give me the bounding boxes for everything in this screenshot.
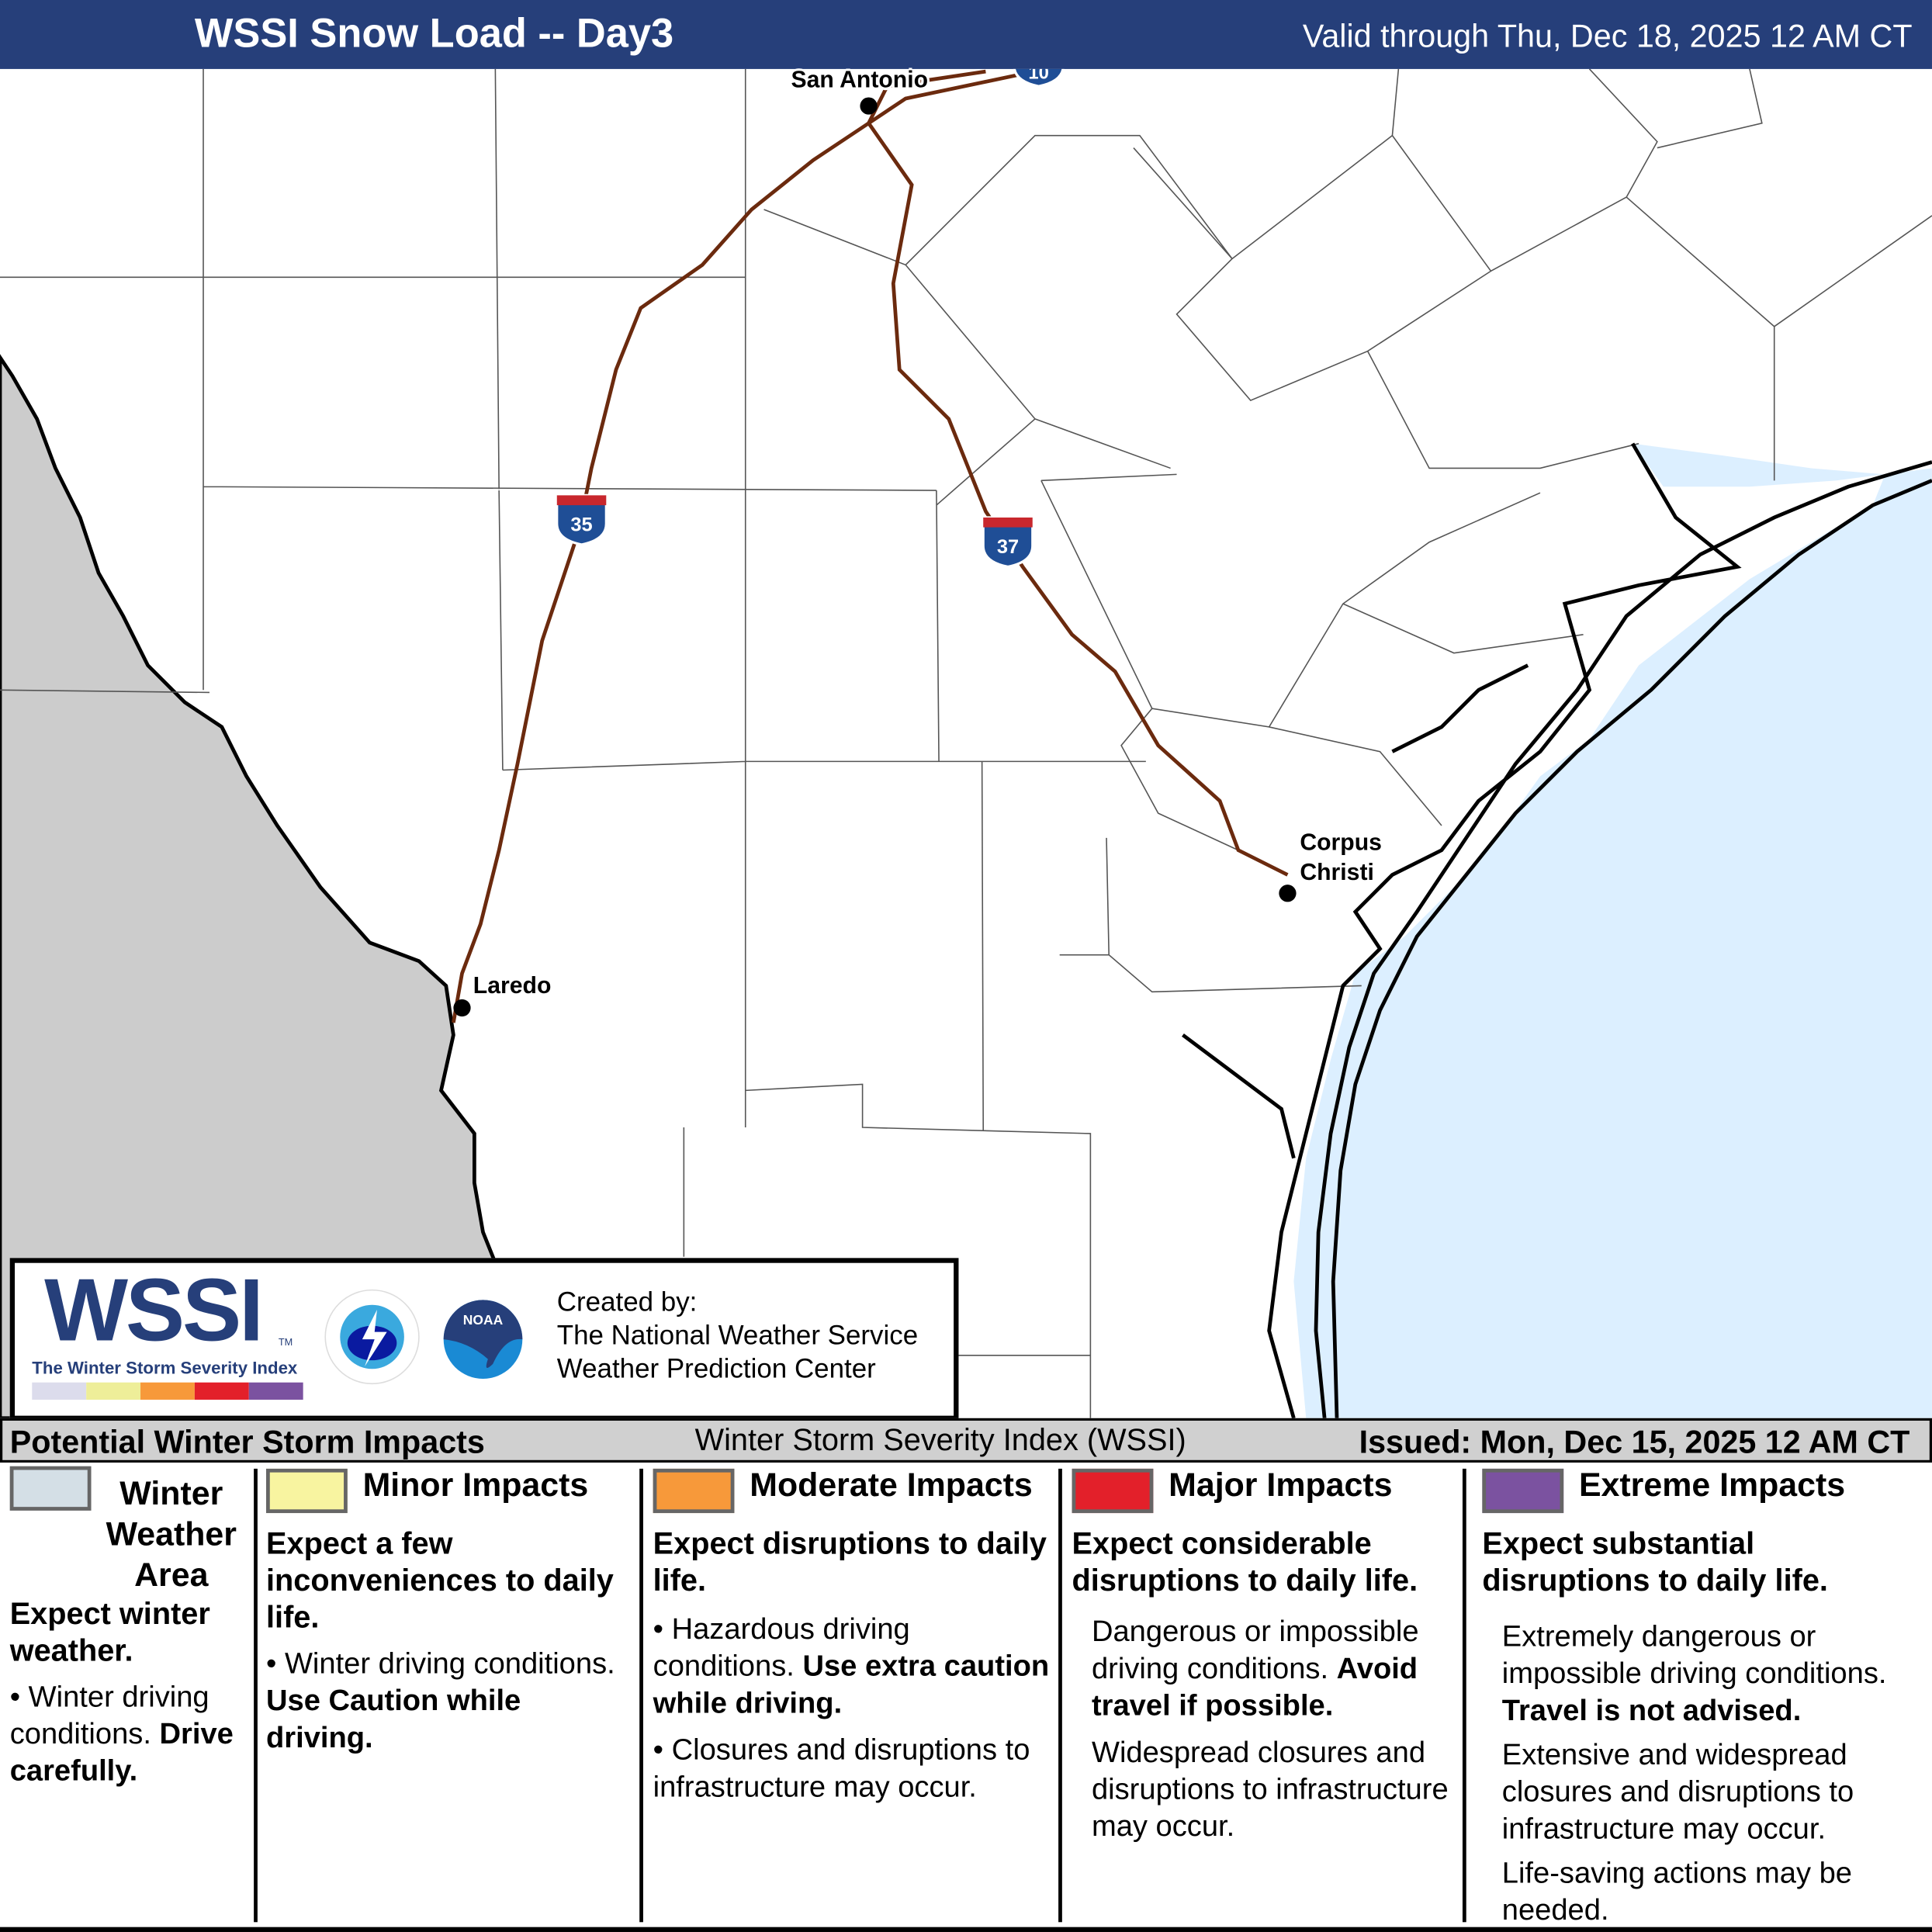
county-lines bbox=[0, 68, 1932, 1418]
org-nws: The National Weather Service bbox=[556, 1319, 919, 1351]
legend-swatch bbox=[1482, 1468, 1564, 1513]
city-dot-laredo bbox=[453, 999, 471, 1017]
legend-item-bold: Use Caution while driving. bbox=[266, 1684, 521, 1754]
legend-expect: Expect a few inconveniences to daily lif… bbox=[266, 1526, 614, 1635]
tm-mark: TM bbox=[278, 1336, 293, 1349]
mexico-region bbox=[0, 354, 497, 1418]
gulf-water bbox=[1333, 480, 1932, 1418]
issued-time: Issued: Mon, Dec 15, 2025 12 AM CT bbox=[1359, 1423, 1910, 1460]
legend-item: Extensive and widespread closures and di… bbox=[1501, 1738, 1854, 1846]
map-title: WSSI Snow Load -- Day3 bbox=[194, 9, 674, 56]
legend-minor: Minor Impacts Expect a few inconvenience… bbox=[266, 1466, 635, 1925]
legend-expect: Expect disruptions to daily life. bbox=[653, 1526, 1047, 1598]
shield-label: 10 bbox=[1028, 69, 1049, 84]
legend-item: Widespread closures and disruptions to i… bbox=[1091, 1736, 1449, 1844]
valid-time: Valid through Thu, Dec 18, 2025 12 AM CT bbox=[1302, 17, 1913, 54]
legend-moderate: Moderate Impacts Expect disruptions to d… bbox=[653, 1466, 1055, 1925]
city-label-san-antonio: San Antonio bbox=[791, 68, 929, 94]
legend-item-bold: Drive carefully. bbox=[9, 1717, 234, 1788]
shield-label: 35 bbox=[570, 514, 592, 535]
legend-expect: Expect substantial disruptions to daily … bbox=[1482, 1526, 1828, 1598]
legend-swatch bbox=[266, 1468, 348, 1513]
i37-route bbox=[867, 122, 1289, 877]
city-label-christi: Christi bbox=[1300, 860, 1374, 886]
legend-expect: Expect winter weather. bbox=[9, 1597, 210, 1669]
header-bar: WSSI Snow Load -- Day3 Valid through Thu… bbox=[0, 0, 1932, 69]
bottom-border bbox=[0, 1927, 1932, 1932]
impacts-title-bar: Potential Winter Storm Impacts Winter St… bbox=[0, 1418, 1932, 1463]
interstate-35-shield: 35 bbox=[556, 493, 608, 546]
legend-swatch bbox=[1072, 1468, 1154, 1513]
legend-title: Extreme Impacts bbox=[1578, 1466, 1846, 1504]
city-label-laredo: Laredo bbox=[473, 973, 552, 999]
legend-expect: Expect considerable disruptions to daily… bbox=[1072, 1526, 1418, 1598]
legend-item-bold: Travel is not advised. bbox=[1501, 1694, 1802, 1728]
divider bbox=[639, 1468, 643, 1923]
impacts-title: Potential Winter Storm Impacts bbox=[9, 1423, 485, 1460]
legend-extreme: Extreme Impacts Expect substantial disru… bbox=[1482, 1466, 1928, 1927]
divider bbox=[1058, 1468, 1062, 1923]
legend-title: Moderate Impacts bbox=[750, 1466, 1033, 1504]
legend-title: Winter bbox=[119, 1474, 223, 1512]
created-by-label: Created by: bbox=[556, 1286, 698, 1317]
interstate-37-shield: 37 bbox=[982, 516, 1034, 569]
legend-item: Extremely dangerous or impossible drivin… bbox=[1501, 1619, 1887, 1691]
legend-title: Area bbox=[134, 1556, 209, 1594]
noaa-logo-icon: NOAA bbox=[433, 1290, 533, 1389]
legend-item-bold: Use extra caution while driving. bbox=[653, 1649, 1050, 1720]
legend-item: Winter driving conditions. bbox=[284, 1646, 615, 1681]
legend-swatch bbox=[653, 1468, 735, 1513]
divider bbox=[1462, 1468, 1466, 1923]
legend-swatch bbox=[9, 1466, 92, 1511]
city-dot-corpus-christi bbox=[1279, 885, 1297, 902]
legend-title: Major Impacts bbox=[1169, 1466, 1393, 1504]
legend-item: Dangerous or impossible driving conditio… bbox=[1091, 1615, 1419, 1686]
noaa-text: NOAA bbox=[463, 1312, 504, 1328]
city-label-corpus: Corpus bbox=[1300, 830, 1382, 857]
legend-major: Major Impacts Expect considerable disrup… bbox=[1072, 1466, 1459, 1925]
logo-box: WSSI TM The Winter Storm Severity Index … bbox=[9, 1258, 959, 1421]
credits: Created by: The National Weather Service… bbox=[557, 1285, 918, 1385]
wssi-color-scale bbox=[32, 1382, 303, 1400]
nws-logo-icon bbox=[324, 1289, 420, 1385]
org-wpc: Weather Prediction Center bbox=[556, 1352, 876, 1384]
legend-item: Winter driving conditions. bbox=[9, 1681, 209, 1751]
legend-item-bold: Avoid travel if possible. bbox=[1091, 1652, 1418, 1723]
wssi-logo: WSSI bbox=[44, 1262, 264, 1361]
legend-item: Closures and disruptions to infrastructu… bbox=[653, 1733, 1030, 1804]
legend-title: Minor Impacts bbox=[362, 1466, 589, 1504]
wssi-tagline: The Winter Storm Severity Index bbox=[32, 1357, 298, 1378]
legend-item: Life-saving actions may be needed. bbox=[1501, 1856, 1853, 1927]
interstate-10-shield: 10 bbox=[1013, 68, 1065, 88]
wssi-label: Winter Storm Severity Index (WSSI) bbox=[694, 1423, 1186, 1458]
divider bbox=[254, 1468, 258, 1923]
coastline bbox=[1182, 442, 1932, 1418]
legend-title: Weather bbox=[106, 1515, 237, 1553]
legend-winter-weather-area: Winter Weather Area Expect winter weathe… bbox=[9, 1466, 251, 1925]
legend-item: Hazardous driving conditions. bbox=[653, 1612, 910, 1683]
city-dot-san-antonio bbox=[860, 97, 878, 115]
shield-label: 37 bbox=[997, 536, 1019, 558]
map: 35 37 10 bbox=[0, 68, 1932, 1418]
